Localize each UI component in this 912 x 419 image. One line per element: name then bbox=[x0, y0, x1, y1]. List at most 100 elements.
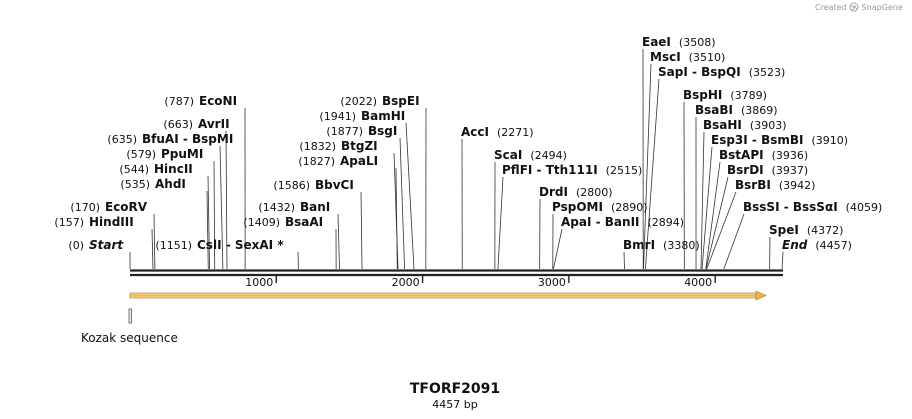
leader-line bbox=[553, 228, 563, 270]
enzyme-site-label[interactable]: MscI (3510) bbox=[650, 50, 725, 64]
enzyme-site-label[interactable]: PflFI - Tth111I (2515) bbox=[502, 163, 642, 177]
map-length: 4457 bp bbox=[432, 398, 477, 411]
site-position: (4372) bbox=[807, 224, 844, 237]
enzyme-name: PspOMI bbox=[552, 200, 603, 214]
enzyme-name: BspHI bbox=[683, 88, 722, 102]
enzyme-name: SpeI bbox=[769, 223, 799, 237]
enzyme-site-label[interactable]: (1941) BamHI bbox=[319, 109, 405, 123]
leader-line bbox=[643, 63, 652, 270]
enzyme-name: BamHI bbox=[361, 109, 405, 123]
enzyme-site-label[interactable]: ScaI (2494) bbox=[494, 148, 567, 162]
site-position: (3510) bbox=[689, 51, 726, 64]
site-position: (3942) bbox=[779, 179, 816, 192]
site-position: (2515) bbox=[606, 164, 643, 177]
kozak-feature[interactable] bbox=[128, 308, 132, 324]
leader-line bbox=[705, 161, 721, 270]
enzyme-site-label[interactable]: EaeI (3508) bbox=[642, 35, 715, 49]
enzyme-name: ScaI bbox=[494, 148, 522, 162]
leader-line bbox=[337, 213, 340, 270]
leader-line bbox=[153, 213, 156, 270]
enzyme-site-label[interactable]: AccI (2271) bbox=[461, 125, 534, 139]
enzyme-name: BbvCI bbox=[315, 178, 354, 192]
enzyme-name: BstAPI bbox=[719, 148, 764, 162]
enzyme-name: HincII bbox=[154, 162, 193, 176]
leader-line bbox=[645, 78, 660, 270]
enzyme-name: BsaAI bbox=[285, 215, 323, 229]
enzyme-site-label[interactable]: (535) AhdI bbox=[120, 177, 185, 191]
site-position: (1432) bbox=[258, 201, 295, 214]
enzyme-name: BsgI bbox=[368, 124, 397, 138]
enzyme-name: End bbox=[782, 238, 808, 252]
enzyme-site-label[interactable]: BssSI - BssSαI (4059) bbox=[743, 200, 882, 214]
site-position: (3789) bbox=[730, 89, 767, 102]
enzyme-site-label[interactable]: BstAPI (3936) bbox=[719, 148, 808, 162]
enzyme-site-label[interactable]: BsaBI (3869) bbox=[695, 103, 778, 117]
site-position: (635) bbox=[107, 133, 137, 146]
leader-line bbox=[497, 176, 504, 270]
enzyme-site-label[interactable]: BsaHI (3903) bbox=[703, 118, 786, 132]
enzyme-site-label[interactable]: ApaI - BanII (2894) bbox=[561, 215, 684, 229]
orf-arrow[interactable] bbox=[129, 290, 767, 301]
leader-line bbox=[723, 213, 745, 270]
site-position: (787) bbox=[164, 95, 194, 108]
enzyme-site-label[interactable]: (1432) BanI bbox=[258, 200, 330, 214]
enzyme-site-label[interactable]: (0) Start bbox=[68, 238, 124, 252]
site-position: (4059) bbox=[846, 201, 883, 214]
enzyme-site-label[interactable]: (1827) ApaLI bbox=[298, 154, 378, 168]
enzyme-site-label[interactable]: (1832) BtgZI bbox=[299, 139, 377, 153]
axis-tick-label: 1000 bbox=[245, 276, 273, 289]
enzyme-site-label[interactable]: BsrDI (3937) bbox=[727, 163, 808, 177]
enzyme-site-label[interactable]: (663) AvrII bbox=[163, 117, 229, 131]
enzyme-name: DrdI bbox=[539, 185, 568, 199]
enzyme-site-label[interactable]: (170) EcoRV bbox=[70, 200, 147, 214]
site-position: (2890) bbox=[611, 201, 648, 214]
enzyme-site-label[interactable]: DrdI (2800) bbox=[539, 185, 613, 199]
enzyme-site-label[interactable]: BsrBI (3942) bbox=[735, 178, 815, 192]
enzyme-site-label[interactable]: (157) HindIII bbox=[54, 215, 133, 229]
enzyme-site-label[interactable]: (2022) BspEI bbox=[340, 94, 419, 108]
enzyme-site-label[interactable]: (1151) CslI - SexAI * bbox=[155, 238, 284, 252]
site-position: (157) bbox=[54, 216, 84, 229]
enzyme-name: PflFI - Tth111I bbox=[502, 163, 598, 177]
snapgene-logo bbox=[849, 2, 859, 12]
enzyme-site-label[interactable]: SpeI (4372) bbox=[769, 223, 843, 237]
enzyme-name: EaeI bbox=[642, 35, 671, 49]
site-position: (663) bbox=[163, 118, 193, 131]
site-position: (3523) bbox=[749, 66, 786, 79]
enzyme-name: BsaBI bbox=[695, 103, 733, 117]
enzyme-name: EcoRV bbox=[105, 200, 148, 214]
leader-line bbox=[706, 191, 737, 270]
enzyme-site-label[interactable]: (787) EcoNI bbox=[164, 94, 237, 108]
leader-line bbox=[206, 190, 209, 270]
enzyme-site-label[interactable]: Esp3I - BsmBI (3910) bbox=[711, 133, 848, 147]
enzyme-site-label[interactable]: SapI - BspQI (3523) bbox=[658, 65, 785, 79]
site-position: (2894) bbox=[648, 216, 685, 229]
leader-line bbox=[405, 122, 415, 270]
enzyme-name: AvrII bbox=[198, 117, 230, 131]
enzyme-name: BspEI bbox=[382, 94, 420, 108]
enzyme-name: AhdI bbox=[155, 177, 186, 191]
enzyme-site-label[interactable]: (1877) BsgI bbox=[326, 124, 397, 138]
enzyme-site-label[interactable]: (579) PpuMI bbox=[126, 147, 203, 161]
enzyme-site-label[interactable]: (1586) BbvCI bbox=[273, 178, 353, 192]
enzyme-site-label[interactable]: (1409) BsaAI bbox=[243, 215, 323, 229]
site-position: (2022) bbox=[340, 95, 377, 108]
leader-line bbox=[781, 251, 784, 270]
enzyme-name: BsaHI bbox=[703, 118, 742, 132]
site-position: (1832) bbox=[299, 140, 336, 153]
site-position: (2800) bbox=[576, 186, 613, 199]
site-position: (535) bbox=[120, 178, 150, 191]
enzyme-site-label[interactable]: End (4457) bbox=[782, 238, 852, 252]
enzyme-name: BssSI - BssSαI bbox=[743, 200, 838, 214]
site-position: (3380) bbox=[663, 239, 700, 252]
site-position: (544) bbox=[119, 163, 149, 176]
site-position: (1409) bbox=[243, 216, 280, 229]
leader-line bbox=[151, 228, 154, 270]
enzyme-site-label[interactable]: BspHI (3789) bbox=[683, 88, 767, 102]
enzyme-site-label[interactable]: (635) BfuAI - BspMI bbox=[107, 132, 233, 146]
enzyme-site-label[interactable]: (544) HincII bbox=[119, 162, 192, 176]
enzyme-site-label[interactable]: PspOMI (2890) bbox=[552, 200, 648, 214]
enzyme-site-label[interactable]: BmrI (3380) bbox=[623, 238, 700, 252]
enzyme-name: BanI bbox=[300, 200, 330, 214]
enzyme-name: ApaLI bbox=[340, 154, 378, 168]
